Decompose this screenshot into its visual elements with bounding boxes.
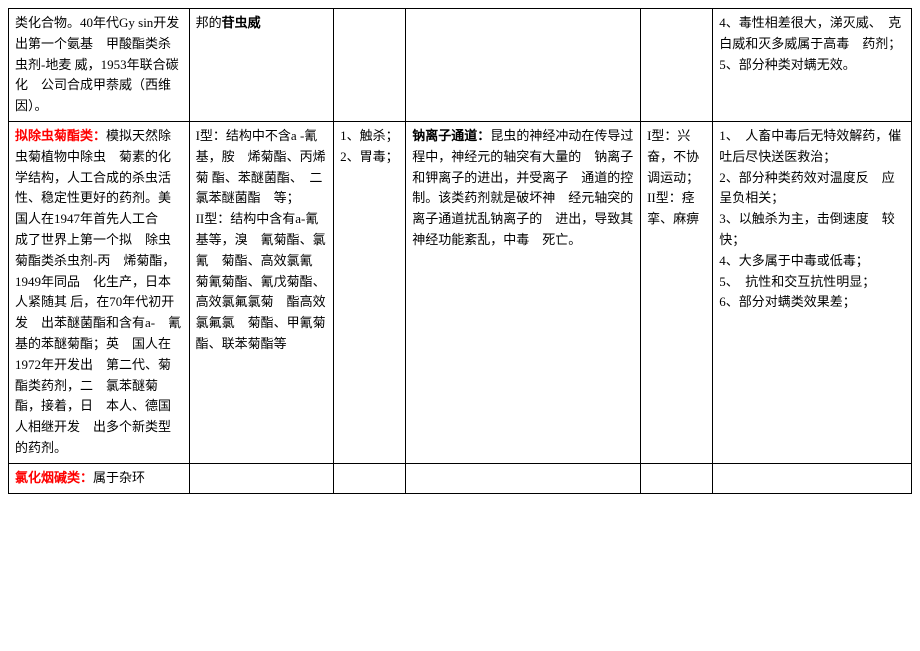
cell-type <box>189 463 333 493</box>
cell-type: I型：结构中不含a -氰基，胺 烯菊酯、丙烯菊 酯、苯醚菌酯、 二氯苯醚菌酯 等… <box>189 121 333 463</box>
cell-type2 <box>641 9 713 122</box>
cell-description: 类化合物。40年代Gy sin开发出第一个氨基 甲酸酯类杀虫剂-地麦 威，195… <box>9 9 190 122</box>
text-content: I型：兴奋，不协调运动； II型：痉挛、麻痹 <box>647 128 706 226</box>
cell-description: 氯化烟碱类：属于杂环 <box>9 463 190 493</box>
cell-type2: I型：兴奋，不协调运动； II型：痉挛、麻痹 <box>641 121 713 463</box>
text-content: 模拟天然除虫菊植物中除虫 菊素的化学结构，人工合成的杀虫活性、稳定性更好的药剂。… <box>15 128 181 455</box>
text-content: 邦的 <box>196 15 222 30</box>
cell-method: 1、触杀；2、胃毒； <box>334 121 406 463</box>
cell-mechanism: 钠离子通道：昆虫的神经冲动在传导过程中，神经元的轴突有大量的 钠离子和钾离子的进… <box>406 121 641 463</box>
table-row: 氯化烟碱类：属于杂环 <box>9 463 912 493</box>
text-content: 4、毒性相差很大，涕灭威、 克白威和灭多威属于高毒 药剂；5、部分种类对螨无效。 <box>719 15 901 72</box>
highlight-text: 拟除虫菊酯类： <box>15 128 106 143</box>
cell-notes: 1、 人畜中毒后无特效解药，催吐后尽快送医救治；2、部分种类药效对温度反 应呈负… <box>713 121 912 463</box>
cell-description: 拟除虫菊酯类：模拟天然除虫菊植物中除虫 菊素的化学结构，人工合成的杀虫活性、稳定… <box>9 121 190 463</box>
text-content: 1、 人畜中毒后无特效解药，催吐后尽快送医救治；2、部分种类药效对温度反 应呈负… <box>719 128 901 309</box>
cell-method <box>334 9 406 122</box>
text-content: 昆虫的神经冲动在传导过程中，神经元的轴突有大量的 钠离子和钾离子的进出，并受离子… <box>412 128 633 247</box>
bold-text: 钠离子通道： <box>412 128 490 143</box>
cell-type: 邦的苷虫威 <box>189 9 333 122</box>
text-content: 属于杂环 <box>93 470 145 485</box>
cell-method <box>334 463 406 493</box>
highlight-text: 氯化烟碱类： <box>15 470 93 485</box>
cell-type2 <box>641 463 713 493</box>
cell-notes: 4、毒性相差很大，涕灭威、 克白威和灭多威属于高毒 药剂；5、部分种类对螨无效。 <box>713 9 912 122</box>
text-content: I型：结构中不含a -氰基，胺 烯菊酯、丙烯菊 酯、苯醚菌酯、 二氯苯醚菌酯 等… <box>196 128 326 351</box>
cell-notes <box>713 463 912 493</box>
bold-text: 苷虫威 <box>222 15 261 30</box>
table-row: 类化合物。40年代Gy sin开发出第一个氨基 甲酸酯类杀虫剂-地麦 威，195… <box>9 9 912 122</box>
text-content: 1、触杀；2、胃毒； <box>340 128 399 164</box>
table-row: 拟除虫菊酯类：模拟天然除虫菊植物中除虫 菊素的化学结构，人工合成的杀虫活性、稳定… <box>9 121 912 463</box>
cell-mechanism <box>406 9 641 122</box>
pesticide-table: 类化合物。40年代Gy sin开发出第一个氨基 甲酸酯类杀虫剂-地麦 威，195… <box>8 8 912 494</box>
text-content: 类化合物。40年代Gy sin开发出第一个氨基 甲酸酯类杀虫剂-地麦 威，195… <box>15 15 184 113</box>
cell-mechanism <box>406 463 641 493</box>
